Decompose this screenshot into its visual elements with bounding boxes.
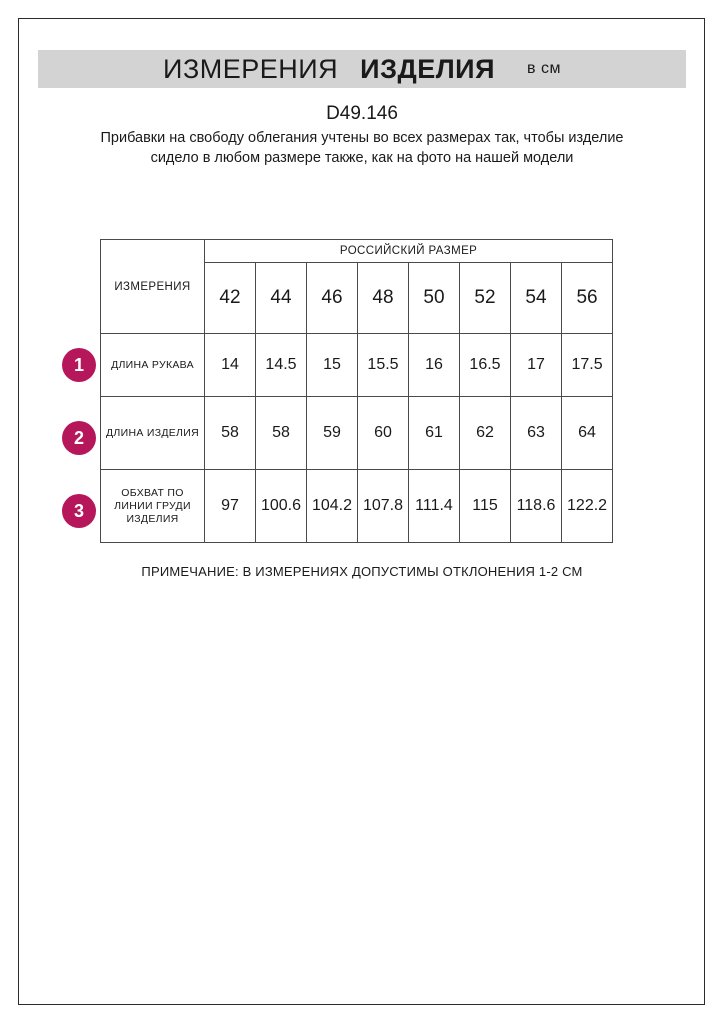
row-label-product-length: ДЛИНА ИЗДЕЛИЯ: [100, 396, 205, 470]
table-head: ИЗМЕРЕНИЯ РОССИЙСКИЙ РАЗМЕР 42 44 46 48 …: [100, 239, 614, 334]
title-measurements-word: ИЗМЕРЕНИЯ: [163, 53, 339, 84]
size-header-52: 52: [459, 262, 511, 334]
fit-description: Прибавки на свободу облегания учтены во …: [100, 130, 624, 166]
size-header-42: 42: [204, 262, 256, 334]
cell-chest-48: 107.8: [357, 469, 409, 543]
measurement-badge-1: 1: [62, 348, 96, 382]
cell-sleeve-56: 17.5: [560, 333, 614, 397]
table-size-header-row: 42 44 46 48 50 52 54 56: [101, 262, 614, 334]
cell-sleeve-46: 15: [306, 333, 358, 397]
measurement-badge-2: 2: [62, 421, 96, 455]
cell-chest-50: 111.4: [408, 469, 460, 543]
table-row: ОБХВАТ ПО ЛИНИИ ГРУДИ ИЗДЕЛИЯ 97 100.6 1…: [100, 469, 614, 543]
measurement-badge-3: 3: [62, 494, 96, 528]
cell-sleeve-50: 16: [408, 333, 460, 397]
cell-length-42: 58: [204, 396, 256, 470]
size-table-wrapper: ИЗМЕРЕНИЯ РОССИЙСКИЙ РАЗМЕР 42 44 46 48 …: [100, 239, 614, 543]
size-header-56: 56: [560, 262, 614, 334]
cell-sleeve-48: 15.5: [357, 333, 409, 397]
size-header-54: 54: [510, 262, 562, 334]
table-body: ДЛИНА РУКАВА 14 14.5 15 15.5 16 16.5 17 …: [100, 333, 614, 543]
cell-sleeve-54: 17: [510, 333, 562, 397]
table-group-header-row: ИЗМЕРЕНИЯ РОССИЙСКИЙ РАЗМЕР: [100, 239, 614, 334]
size-header-50: 50: [408, 262, 460, 334]
article-code: D49.146: [326, 103, 398, 124]
cell-length-54: 63: [510, 396, 562, 470]
tolerance-note: ПРИМЕЧАНИЕ: В ИЗМЕРЕНИЯХ ДОПУСТИМЫ ОТКЛО…: [141, 564, 583, 579]
size-header-46: 46: [306, 262, 358, 334]
cell-length-46: 59: [306, 396, 358, 470]
cell-length-50: 61: [408, 396, 460, 470]
table-row: ДЛИНА РУКАВА 14 14.5 15 15.5 16 16.5 17 …: [100, 333, 614, 397]
size-header-44: 44: [255, 262, 307, 334]
cell-length-52: 62: [459, 396, 511, 470]
cell-chest-52: 115: [459, 469, 511, 543]
cell-chest-54: 118.6: [510, 469, 562, 543]
row-label-sleeve-length: ДЛИНА РУКАВА: [100, 333, 205, 397]
header-russian-size: РОССИЙСКИЙ РАЗМЕР: [203, 239, 614, 263]
cell-sleeve-44: 14.5: [255, 333, 307, 397]
title-product-word: ИЗДЕЛИЯ: [360, 53, 495, 84]
cell-length-44: 58: [255, 396, 307, 470]
cell-sleeve-42: 14: [204, 333, 256, 397]
cell-length-48: 60: [357, 396, 409, 470]
cell-sleeve-52: 16.5: [459, 333, 511, 397]
cell-chest-46: 104.2: [306, 469, 358, 543]
cell-chest-44: 100.6: [255, 469, 307, 543]
row-label-chest-girth: ОБХВАТ ПО ЛИНИИ ГРУДИ ИЗДЕЛИЯ: [100, 469, 205, 543]
title-band: ИЗМЕРЕНИЯ ИЗДЕЛИЯ в см: [38, 50, 686, 88]
table-row: ДЛИНА ИЗДЕЛИЯ 58 58 59 60 61 62 63 64: [100, 396, 614, 470]
cell-chest-42: 97: [204, 469, 256, 543]
size-table: ИЗМЕРЕНИЯ РОССИЙСКИЙ РАЗМЕР 42 44 46 48 …: [100, 239, 614, 543]
cell-chest-56: 122.2: [560, 469, 614, 543]
header-measurements: ИЗМЕРЕНИЯ: [100, 239, 205, 334]
title-unit-label: в см: [527, 60, 561, 77]
size-header-48: 48: [357, 262, 409, 334]
cell-length-56: 64: [560, 396, 614, 470]
